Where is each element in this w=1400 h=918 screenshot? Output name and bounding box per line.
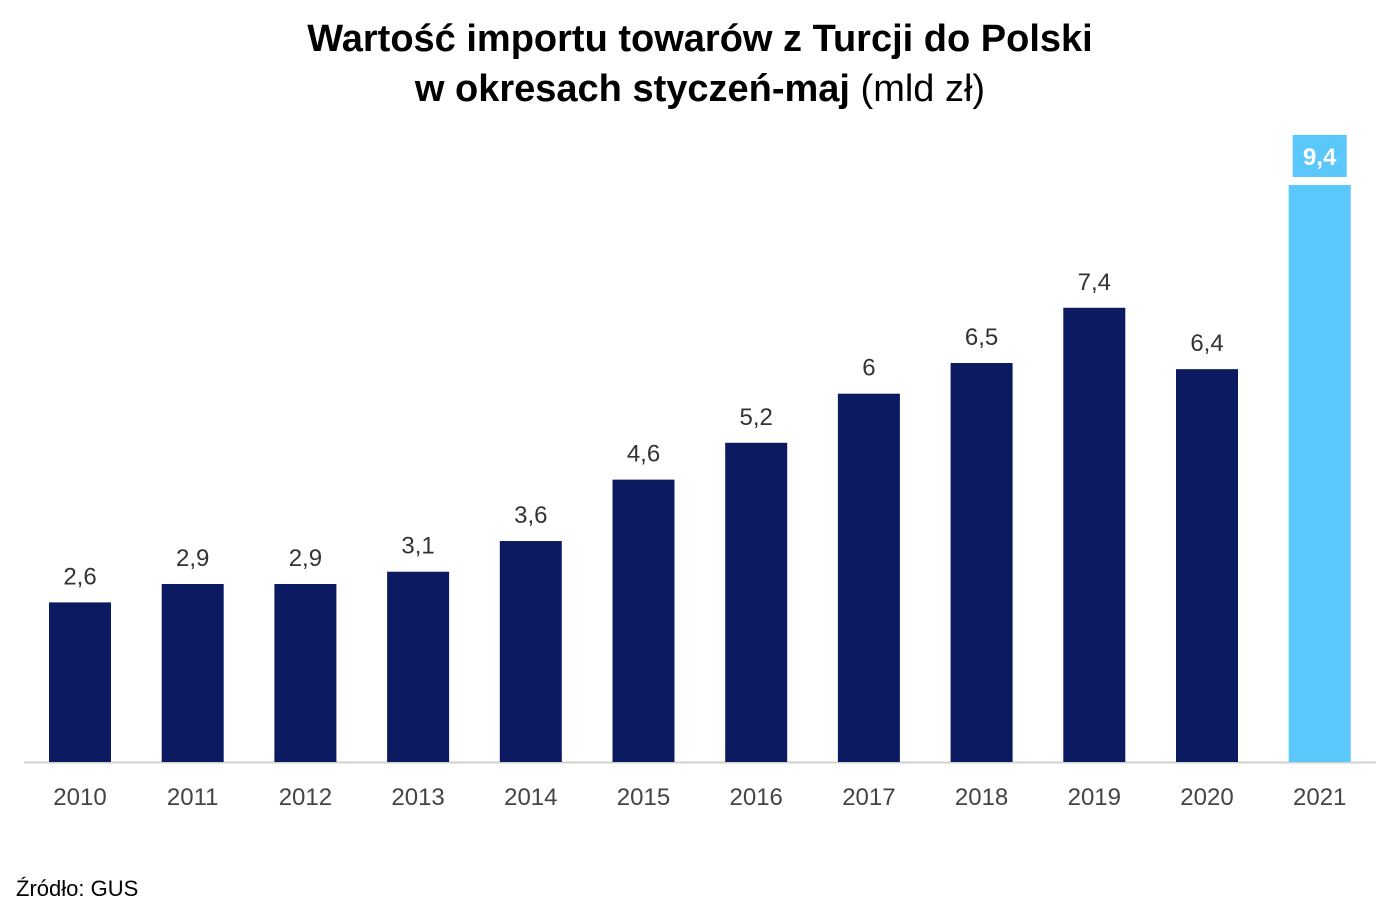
bar-2013 (387, 571, 450, 762)
bar-2015 (612, 479, 675, 762)
data-label-2015: 4,6 (627, 441, 660, 468)
x-tick-label-2020: 2020 (1180, 784, 1233, 811)
bar-2021 (1288, 185, 1351, 762)
source-note: Źródło: GUS (16, 876, 139, 901)
chart-title-unit: (mld zł) (860, 68, 986, 110)
data-label-2014: 3,6 (514, 502, 547, 529)
bar-2016 (725, 442, 788, 762)
x-tick-label-2013: 2013 (391, 784, 444, 811)
data-label-2017: 6 (862, 355, 875, 382)
data-label-2021: 9,4 (1303, 144, 1337, 171)
data-label-2010: 2,6 (63, 563, 96, 590)
chart-title-line1: Wartość importu towarów z Turcji do Pols… (307, 18, 1093, 60)
x-tick-label-2018: 2018 (955, 784, 1008, 811)
chart-title-bold: w okresach styczeń-maj (414, 68, 850, 110)
data-label-2013: 3,1 (401, 533, 434, 560)
x-tick-label-2015: 2015 (617, 784, 670, 811)
bar-2017 (837, 393, 900, 762)
x-tick-label-2010: 2010 (53, 784, 106, 811)
chart-title-line2: w okresach styczeń-maj (mld zł) (0, 64, 1400, 114)
x-tick-label-2011: 2011 (167, 784, 219, 811)
bar-2012 (274, 583, 337, 762)
bar-2018 (950, 363, 1013, 762)
bar-2010 (49, 602, 111, 762)
data-label-box-2021 (1292, 135, 1347, 177)
bar-2014 (499, 541, 562, 762)
bar-2011 (161, 583, 224, 762)
x-tick-label-2016: 2016 (730, 784, 783, 811)
x-tick-label-2014: 2014 (504, 784, 557, 811)
x-tick-label-2019: 2019 (1068, 784, 1121, 811)
data-label-2018: 6,5 (965, 324, 998, 351)
data-label-2012: 2,9 (289, 545, 322, 572)
data-label-2016: 5,2 (740, 404, 773, 431)
bar-2019 (1063, 307, 1126, 762)
x-tick-label-2017: 2017 (842, 784, 895, 811)
x-tick-label-2021: 2021 (1293, 784, 1346, 811)
data-label-2011: 2,9 (176, 545, 209, 572)
data-label-2020: 6,4 (1190, 330, 1223, 357)
data-label-2019: 7,4 (1078, 269, 1111, 296)
x-tick-label-2012: 2012 (279, 784, 332, 811)
bar-2020 (1176, 369, 1238, 762)
